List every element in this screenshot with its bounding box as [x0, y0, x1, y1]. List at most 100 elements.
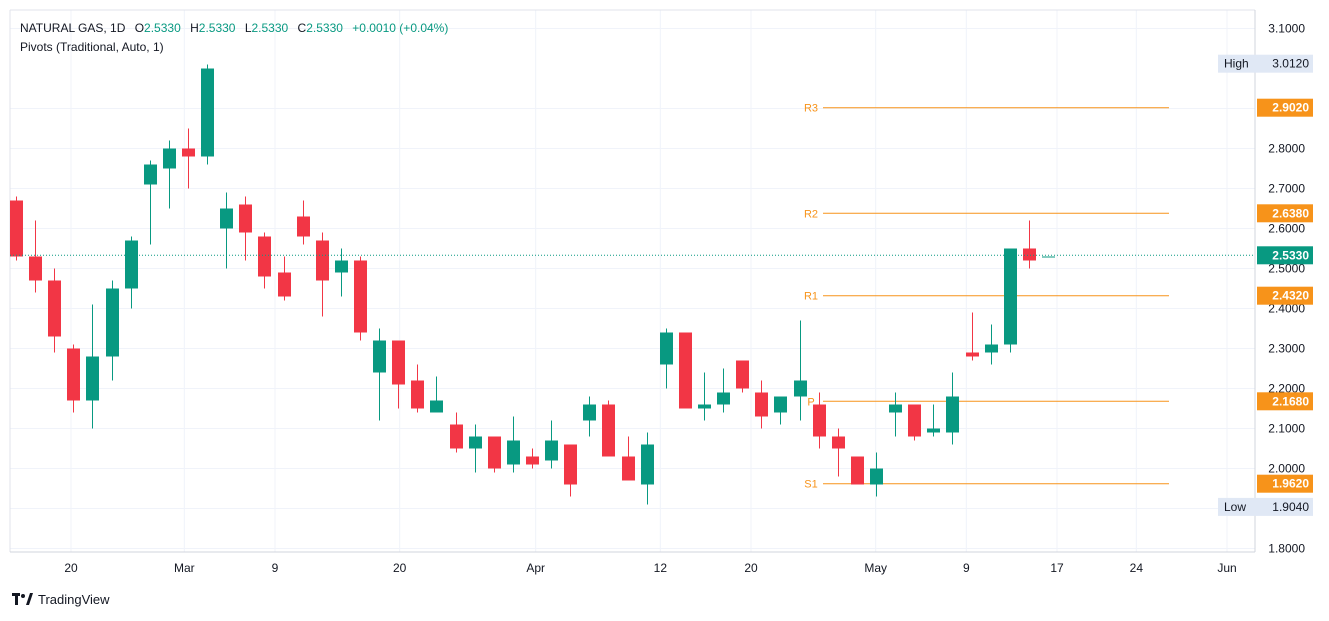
- candle-body: [469, 436, 482, 449]
- pivot-badge-p: 2.1680: [1272, 394, 1309, 408]
- price-tick-label: 2.2000: [1268, 382, 1305, 396]
- high-marker-label: High: [1224, 57, 1249, 71]
- tradingview-branding[interactable]: TradingView: [12, 592, 110, 607]
- candle-body: [201, 68, 214, 157]
- pivot-badge-r1: 2.4320: [1272, 289, 1309, 303]
- time-tick-label: 24: [1130, 561, 1144, 575]
- candle-body: [813, 404, 826, 437]
- time-tick-label: 20: [64, 561, 78, 575]
- candle-body: [335, 260, 348, 273]
- high-marker-bg: [1218, 54, 1313, 73]
- candle-body: [182, 148, 195, 157]
- price-tick-label: 1.8000: [1268, 542, 1305, 556]
- candle-body: [450, 424, 463, 449]
- pivot-badge-r3: 2.9020: [1272, 101, 1309, 115]
- price-tick-label: 2.6000: [1268, 222, 1305, 236]
- tradingview-logo-icon: [12, 592, 33, 605]
- last-price-badge: 2.5330: [1272, 248, 1309, 262]
- low-marker-label: Low: [1224, 500, 1246, 514]
- candle-body: [736, 360, 749, 389]
- pivot-label-s1: S1: [804, 479, 817, 491]
- candle-body: [602, 404, 615, 457]
- candle-body: [545, 440, 558, 461]
- candle-body: [641, 444, 654, 485]
- pivot-badge-r1-bg: [1257, 286, 1313, 305]
- price-tick-label: 2.5000: [1268, 262, 1305, 276]
- candle-body: [526, 456, 539, 465]
- candle-body: [966, 352, 979, 357]
- candle-body: [29, 256, 42, 281]
- candle-body: [660, 332, 673, 365]
- high-value: 2.5330: [198, 21, 236, 35]
- candle-body: [622, 456, 635, 481]
- high-label: H: [190, 21, 199, 35]
- low-label: L: [244, 21, 252, 35]
- candle-body: [125, 240, 138, 289]
- pivot-badge-r3-bg: [1257, 98, 1313, 117]
- time-tick-label: 12: [654, 561, 668, 575]
- last-price-badge-bg: [1257, 246, 1313, 265]
- close-label: C: [297, 21, 307, 35]
- close-value: 2.5330: [306, 21, 343, 35]
- pivot-label-r1: R1: [804, 291, 818, 303]
- high-marker-value: 3.0120: [1272, 57, 1309, 71]
- time-tick-label: May: [864, 561, 887, 575]
- candle-body: [220, 208, 233, 229]
- brand-label: TradingView: [38, 592, 110, 607]
- candle-body: [698, 404, 711, 409]
- time-tick-label: 17: [1050, 561, 1064, 575]
- pivot-badge-s1: 1.9620: [1272, 477, 1309, 491]
- candle-body: [48, 280, 61, 337]
- candle-body: [717, 392, 730, 405]
- change-value: +0.0010 (+0.04%): [352, 21, 449, 35]
- candle-body: [86, 356, 99, 401]
- candle-body: [10, 200, 23, 257]
- pivot-badge-r2-bg: [1257, 204, 1313, 223]
- open-label: O: [134, 21, 145, 35]
- candle-body: [258, 236, 271, 277]
- candle-body: [889, 404, 902, 413]
- candle-body: [392, 340, 405, 385]
- indicator-legend[interactable]: Pivots (Traditional, Auto, 1): [20, 40, 164, 54]
- price-tick-label: 2.7000: [1268, 182, 1305, 196]
- pivot-label-r3: R3: [804, 103, 818, 115]
- candle-body: [354, 260, 367, 333]
- candle-body: [507, 440, 520, 465]
- candle-body: [1042, 256, 1055, 258]
- candle-body: [488, 436, 501, 469]
- candle-body: [774, 396, 787, 413]
- pivot-label-r2: R2: [804, 208, 818, 220]
- candle-body: [1023, 248, 1036, 261]
- candle-body: [927, 428, 940, 433]
- time-tick-label: 20: [393, 561, 407, 575]
- open-value: 2.5330: [144, 21, 181, 35]
- candle-body: [870, 468, 883, 485]
- candle-body: [144, 164, 157, 185]
- low-marker-value: 1.9040: [1272, 500, 1309, 514]
- chart-legend: NATURAL GAS, 1D O2.5330 H2.5330 L2.5330 …: [20, 19, 454, 57]
- candle-body: [564, 444, 577, 485]
- low-marker-bg: [1218, 497, 1313, 516]
- candle-body: [411, 380, 424, 409]
- pivot-label-p: P: [807, 396, 814, 408]
- time-tick-label: 9: [963, 561, 970, 575]
- time-tick-label: Jun: [1217, 561, 1236, 575]
- price-tick-label: 2.3000: [1268, 342, 1305, 356]
- candle-body: [832, 436, 845, 449]
- symbol-label: NATURAL GAS, 1D: [20, 21, 126, 35]
- candle-body: [908, 404, 921, 437]
- candle-body: [985, 344, 998, 353]
- time-tick-label: 9: [272, 561, 279, 575]
- candle-body: [946, 396, 959, 433]
- candle-body: [297, 216, 310, 237]
- price-tick-label: 2.1000: [1268, 422, 1305, 436]
- candle-body: [106, 288, 119, 357]
- pivot-badge-p-bg: [1257, 392, 1313, 411]
- candle-body: [1004, 248, 1017, 345]
- price-tick-label: 2.0000: [1268, 462, 1305, 476]
- candle-body: [373, 340, 386, 373]
- candle-body: [583, 404, 596, 421]
- candle-body: [679, 332, 692, 409]
- candle-body: [67, 348, 80, 401]
